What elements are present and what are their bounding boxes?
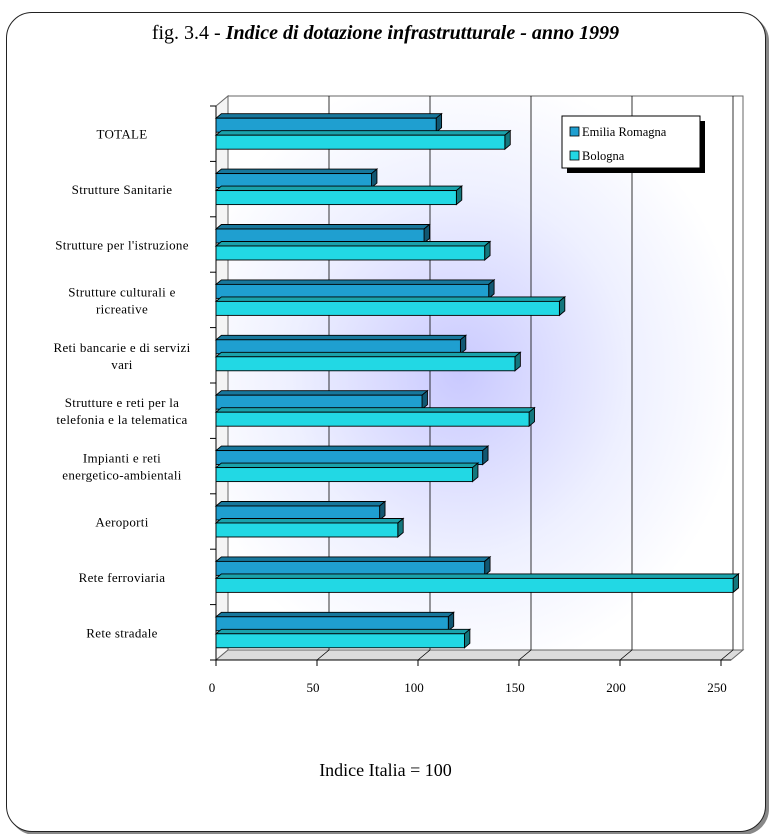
bar-emilia-romagna-top bbox=[214, 390, 429, 396]
x-tick-label: 50 bbox=[307, 680, 320, 695]
legend-label: Emilia Romagna bbox=[582, 125, 667, 139]
bar-bologna-top bbox=[214, 407, 536, 413]
bar-emilia-romagna bbox=[215, 228, 425, 244]
x-tick-label: 250 bbox=[707, 680, 727, 695]
x-tick-label: 150 bbox=[505, 680, 525, 695]
gridline-floor bbox=[720, 649, 734, 661]
category-label: Strutture e reti per la telefonia e la te… bbox=[56, 395, 187, 427]
category-label: Impianti e reti energetico-ambientali bbox=[62, 451, 181, 483]
gridline-floor bbox=[619, 649, 633, 661]
bar-bologna-top bbox=[214, 185, 464, 192]
bar-emilia-romagna-top bbox=[214, 611, 455, 618]
category-label: Strutture per l'istruzione bbox=[55, 238, 189, 253]
chart-title: fig. 3.4 - Indice di dotazione infrastru… bbox=[0, 22, 771, 45]
bar-emilia-romagna-top bbox=[214, 168, 379, 175]
bar-bologna bbox=[215, 190, 457, 206]
x-tick-label: 0 bbox=[209, 680, 216, 695]
x-tick-label: 200 bbox=[606, 680, 626, 695]
gridline-floor bbox=[518, 649, 532, 661]
plot-floor bbox=[214, 649, 745, 661]
bar-bologna-top bbox=[214, 628, 472, 635]
figure-title: Indice di dotazione infrastrutturale - a… bbox=[225, 22, 620, 44]
bar-bologna-top bbox=[214, 462, 480, 469]
bar-bologna bbox=[215, 134, 506, 150]
bar-emilia-romagna bbox=[215, 450, 484, 466]
bar-bologna bbox=[215, 522, 399, 538]
bar-bologna-top bbox=[214, 130, 512, 136]
gridline-floor bbox=[316, 649, 330, 661]
category-label: Reti bancarie e di servizi vari bbox=[53, 340, 190, 372]
bar-bologna bbox=[215, 245, 486, 261]
bar-bologna-top bbox=[214, 351, 522, 358]
bar-emilia-romagna bbox=[215, 616, 449, 632]
category-label: Strutture culturali e ricreative bbox=[68, 284, 175, 316]
x-tick-label: 100 bbox=[404, 680, 424, 695]
bar-emilia-romagna-top bbox=[214, 445, 490, 452]
bar-emilia-romagna-top bbox=[214, 279, 496, 285]
bar-emilia-romagna bbox=[215, 339, 461, 355]
legend-swatch bbox=[569, 126, 580, 137]
bar-bologna bbox=[215, 300, 560, 316]
bar-emilia-romagna-top bbox=[214, 224, 431, 230]
legend-swatch bbox=[569, 150, 580, 161]
category-label: Rete stradale bbox=[86, 625, 157, 640]
bar-emilia-romagna bbox=[215, 117, 437, 133]
bar-bologna-top bbox=[214, 573, 740, 579]
bar-bologna bbox=[215, 411, 530, 427]
category-label: Aeroporti bbox=[95, 515, 148, 530]
footnote: Indice Italia = 100 bbox=[319, 760, 452, 780]
bar-bologna bbox=[215, 577, 734, 593]
legend-label: Bologna bbox=[582, 149, 625, 163]
bar-bologna bbox=[215, 356, 516, 372]
bar-bologna-top bbox=[214, 518, 405, 524]
bar-bologna-top bbox=[214, 296, 567, 302]
bar-emilia-romagna bbox=[215, 283, 490, 299]
figure-number: fig. 3.4 - bbox=[151, 22, 226, 44]
category-label: Strutture Sanitarie bbox=[72, 182, 173, 197]
bar-bologna-top bbox=[214, 241, 492, 247]
bar-bologna bbox=[215, 633, 465, 649]
category-label: TOTALE bbox=[96, 127, 147, 142]
bar-emilia-romagna bbox=[215, 505, 381, 521]
category-label: Rete ferroviaria bbox=[79, 570, 166, 585]
gridline-floor bbox=[417, 649, 431, 661]
bar-emilia-romagna-top bbox=[214, 556, 492, 562]
bar-emilia-romagna-top bbox=[214, 501, 387, 507]
bar-emilia-romagna bbox=[215, 394, 423, 410]
bar-emilia-romagna-top bbox=[214, 113, 443, 119]
bar-emilia-romagna-top bbox=[214, 334, 468, 341]
bar-bologna bbox=[215, 467, 473, 483]
legend-box bbox=[561, 115, 701, 169]
bar-emilia-romagna bbox=[215, 173, 372, 189]
bar-emilia-romagna bbox=[215, 560, 486, 576]
